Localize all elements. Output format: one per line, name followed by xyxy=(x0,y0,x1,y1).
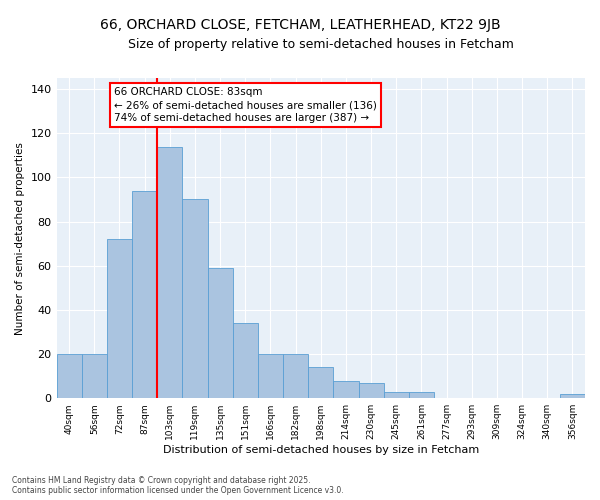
Bar xyxy=(182,200,208,398)
Bar xyxy=(258,354,283,398)
Bar xyxy=(359,383,383,398)
Text: 66 ORCHARD CLOSE: 83sqm
← 26% of semi-detached houses are smaller (136)
74% of s: 66 ORCHARD CLOSE: 83sqm ← 26% of semi-de… xyxy=(115,87,377,124)
Bar xyxy=(233,323,258,398)
Text: 66, ORCHARD CLOSE, FETCHAM, LEATHERHEAD, KT22 9JB: 66, ORCHARD CLOSE, FETCHAM, LEATHERHEAD,… xyxy=(100,18,500,32)
X-axis label: Distribution of semi-detached houses by size in Fetcham: Distribution of semi-detached houses by … xyxy=(163,445,479,455)
Bar xyxy=(107,239,132,398)
Bar xyxy=(334,380,359,398)
Y-axis label: Number of semi-detached properties: Number of semi-detached properties xyxy=(15,142,25,334)
Bar xyxy=(82,354,107,398)
Bar xyxy=(383,392,409,398)
Bar xyxy=(208,268,233,398)
Title: Size of property relative to semi-detached houses in Fetcham: Size of property relative to semi-detach… xyxy=(128,38,514,51)
Bar xyxy=(132,190,157,398)
Bar xyxy=(409,392,434,398)
Text: Contains HM Land Registry data © Crown copyright and database right 2025.
Contai: Contains HM Land Registry data © Crown c… xyxy=(12,476,344,495)
Bar xyxy=(283,354,308,398)
Bar xyxy=(560,394,585,398)
Bar xyxy=(308,368,334,398)
Bar xyxy=(56,354,82,398)
Bar xyxy=(157,146,182,398)
